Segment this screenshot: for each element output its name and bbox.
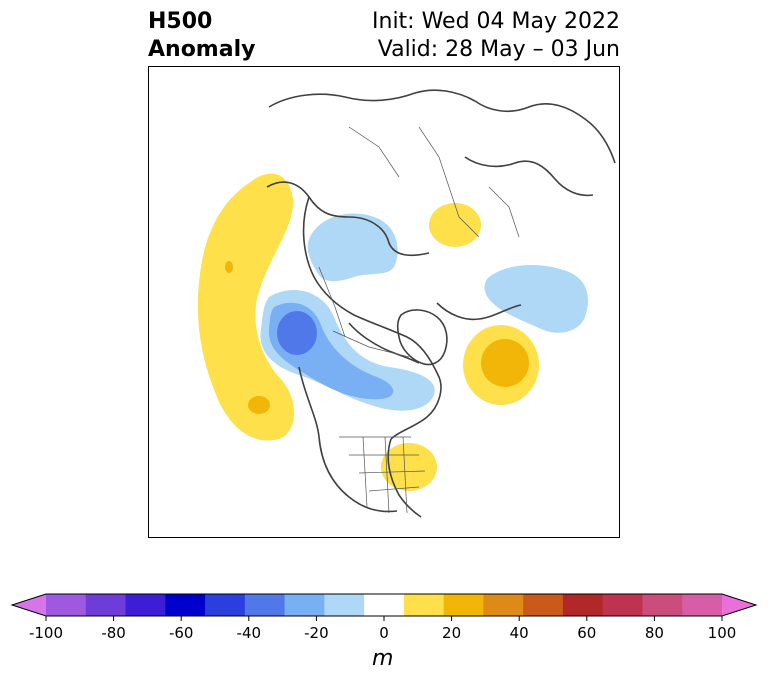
- colorbar-tick-label: -40: [237, 624, 262, 642]
- colorbar-bin: [642, 594, 683, 616]
- colorbar-bin: [602, 594, 643, 616]
- anomaly-negative-gulf-of-alaska-core: [277, 311, 317, 355]
- colorbar-arrow-max: [722, 594, 756, 616]
- title-valid: Valid: 28 May – 03 Jun: [377, 37, 620, 62]
- colorbar-bin: [443, 594, 484, 616]
- colorbar-ticks: -100 -80 -60 -40 -20 0 20 40 60 80 100: [29, 616, 736, 642]
- colorbar-bin: [284, 594, 325, 616]
- colorbar-bin: [324, 594, 365, 616]
- colorbar-bin: [562, 594, 604, 616]
- colorbar-tick-label: -60: [169, 624, 194, 642]
- anomaly-positive-west-coast: [197, 173, 294, 441]
- colorbar-tick-label: 80: [645, 624, 664, 642]
- colorbar-bin: [85, 594, 127, 616]
- colorbar-tick-label: 100: [708, 624, 737, 642]
- colorbar-bin: [205, 594, 246, 616]
- colorbar-bin: [483, 594, 524, 616]
- title-left: H500 Anomaly: [148, 8, 255, 64]
- colorbar-bin: [682, 594, 723, 616]
- colorbar-tick-label: -100: [29, 624, 63, 642]
- anomaly-positive-west-coast-inner2: [248, 396, 270, 414]
- title-init: Init: Wed 04 May 2022: [372, 9, 620, 34]
- borders: [318, 126, 520, 514]
- colorbar-bin: [364, 594, 405, 616]
- anomaly-map: [148, 66, 620, 538]
- colorbar: -100 -80 -60 -40 -20 0 20 40 60 80 100: [10, 593, 758, 642]
- coastlines: [266, 89, 616, 518]
- greenland-outline: [396, 309, 448, 366]
- colorbar-bin: [403, 594, 445, 616]
- title-variable: H500: [148, 9, 213, 34]
- colorbar-tick-label: 40: [510, 624, 529, 642]
- colorbar-tick-label: 60: [577, 624, 596, 642]
- colorbar-tick-label: 0: [379, 624, 389, 642]
- colorbar-unit-label: m: [372, 646, 394, 671]
- colorbar-bin: [244, 594, 286, 616]
- title-field: Anomaly: [148, 37, 256, 62]
- colorbar-bin: [523, 594, 564, 616]
- anomaly-positive-western-russia: [429, 203, 481, 247]
- title-right: Init: Wed 04 May 2022 Valid: 28 May – 03…: [372, 8, 620, 64]
- colorbar-bins: [10, 593, 758, 617]
- colorbar-tick-label: 20: [442, 624, 461, 642]
- anomaly-positive-greenland-core: [481, 339, 529, 387]
- colorbar-bin: [46, 594, 87, 616]
- anomaly-negative-siberia: [484, 265, 588, 333]
- anomaly-negative-northern-canada: [307, 213, 398, 282]
- colorbar-bin: [165, 594, 206, 616]
- colorbar-tick-label: -80: [101, 624, 126, 642]
- colorbar-arrow-min: [12, 594, 46, 616]
- anomaly-positive-west-coast-inner: [225, 261, 233, 273]
- map-canvas: [197, 89, 616, 518]
- colorbar-bin: [125, 594, 166, 616]
- colorbar-tick-label: -20: [304, 624, 329, 642]
